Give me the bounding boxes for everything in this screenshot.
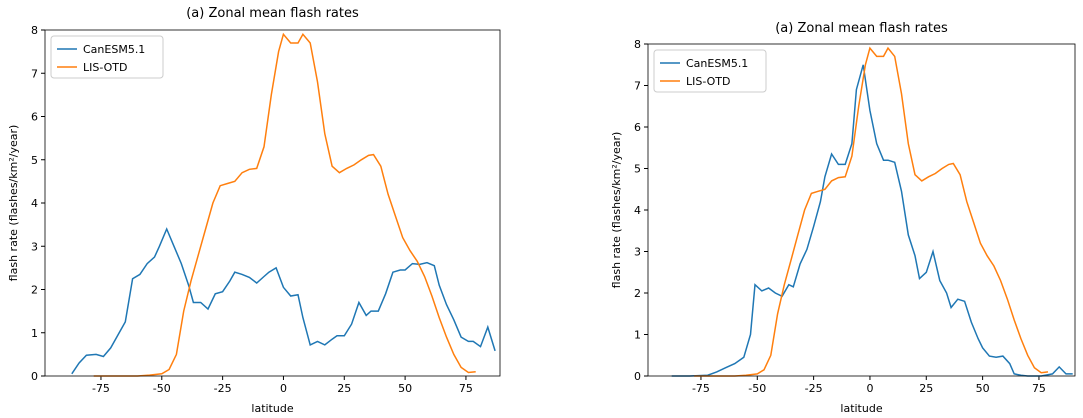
y-tick-label: 3: [634, 246, 641, 259]
x-tick-label: 25: [337, 382, 351, 395]
x-tick-label: 25: [919, 382, 933, 395]
y-tick-label: 5: [634, 163, 641, 176]
chart-title: (a) Zonal mean flash rates: [186, 6, 359, 21]
y-tick-label: 7: [31, 67, 38, 80]
y-tick-label: 0: [31, 370, 38, 383]
y-tick-label: 4: [31, 197, 38, 210]
x-axis-label: latitude: [251, 402, 293, 415]
x-tick-label: -50: [153, 382, 171, 395]
legend-label: LIS-OTD: [686, 75, 730, 88]
y-tick-label: 8: [634, 38, 641, 51]
x-tick-label: -75: [692, 382, 710, 395]
plot-frame: [44, 29, 501, 377]
y-tick-label: 0: [634, 370, 641, 383]
series-line: [93, 32, 476, 377]
y-tick-label: 6: [31, 111, 38, 124]
y-tick-label: 2: [634, 287, 641, 300]
x-tick-label: 75: [1032, 382, 1046, 395]
y-tick-label: 2: [31, 284, 38, 297]
y-tick-label: 1: [31, 327, 38, 340]
y-axis-label: flash rate (flashes/km²/year): [610, 132, 623, 289]
x-tick-label: 75: [459, 382, 473, 395]
legend-label: CanESM5.1: [686, 57, 748, 70]
series-line: [694, 46, 1049, 377]
legend-label: LIS-OTD: [83, 61, 127, 74]
legend-box: [50, 35, 164, 79]
y-tick-label: 4: [634, 204, 641, 217]
chart-title: (a) Zonal mean flash rates: [775, 21, 948, 36]
x-tick-label: 0: [866, 382, 873, 395]
y-tick-label: 5: [31, 154, 38, 167]
x-tick-label: -25: [214, 382, 232, 395]
y-tick-label: 3: [31, 240, 38, 253]
plot-frame: [647, 43, 1076, 377]
y-tick-label: 6: [634, 121, 641, 134]
x-axis-label: latitude: [840, 402, 882, 415]
x-tick-label: 50: [398, 382, 412, 395]
legend-label: CanESM5.1: [83, 43, 145, 56]
y-tick-label: 7: [634, 80, 641, 93]
legend-box: [653, 49, 767, 93]
x-tick-label: -75: [92, 382, 110, 395]
series-line: [71, 227, 496, 375]
y-tick-label: 1: [634, 329, 641, 342]
y-tick-label: 8: [31, 24, 38, 37]
series-line: [671, 64, 1073, 377]
x-tick-label: -50: [748, 382, 766, 395]
y-axis-label: flash rate (flashes/km²/year): [7, 125, 20, 282]
x-tick-label: 0: [280, 382, 287, 395]
x-tick-label: -25: [805, 382, 823, 395]
x-tick-label: 50: [976, 382, 990, 395]
